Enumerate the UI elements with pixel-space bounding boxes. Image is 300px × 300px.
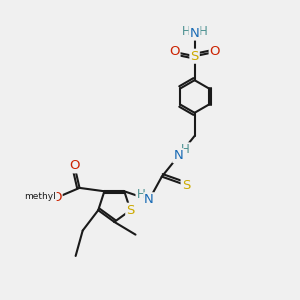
- Text: H: H: [181, 143, 190, 156]
- Text: S: S: [182, 178, 190, 192]
- Text: O: O: [210, 46, 220, 59]
- Text: S: S: [190, 50, 199, 63]
- Text: O: O: [169, 46, 179, 59]
- Text: H: H: [182, 25, 190, 38]
- Text: N: N: [144, 193, 154, 206]
- Text: O: O: [51, 191, 62, 204]
- Text: H: H: [199, 25, 207, 38]
- Text: N: N: [173, 149, 183, 162]
- Text: S: S: [126, 204, 135, 217]
- Text: H: H: [136, 188, 145, 201]
- Text: O: O: [69, 159, 80, 172]
- Text: methyl: methyl: [24, 192, 56, 201]
- Text: N: N: [190, 26, 200, 40]
